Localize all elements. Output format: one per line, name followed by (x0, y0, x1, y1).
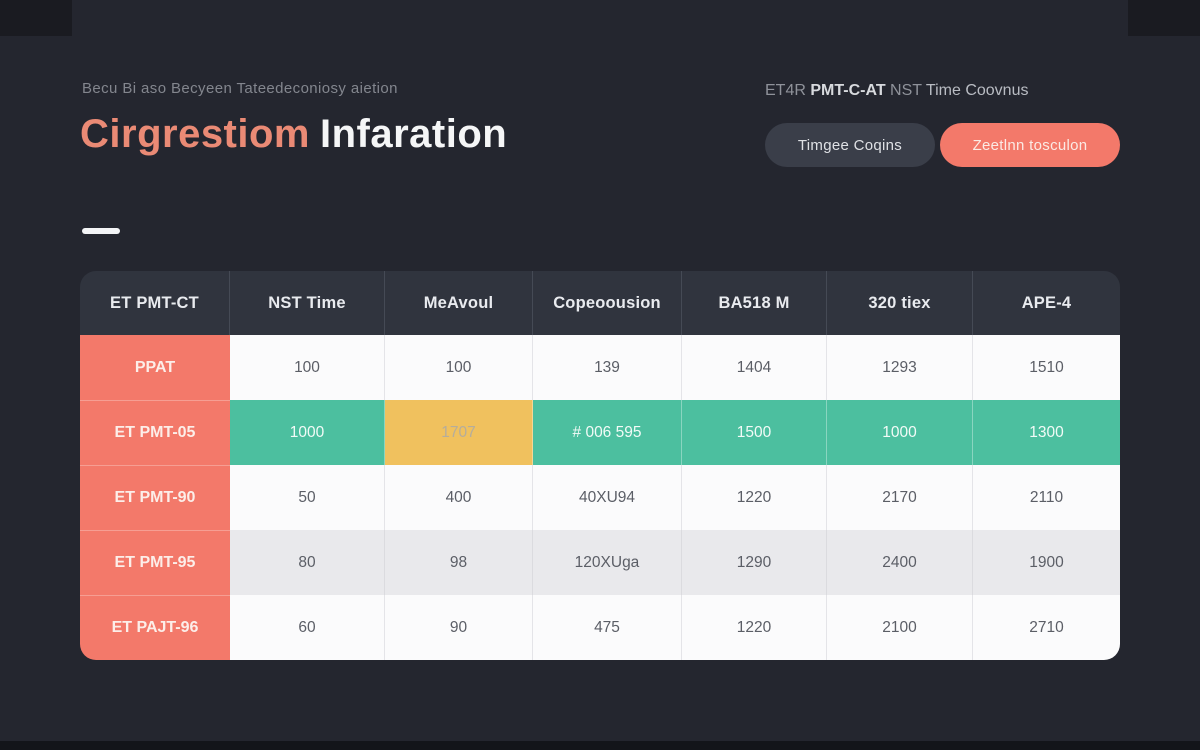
value-cell: 1290 (682, 530, 827, 595)
value-cell: 475 (533, 595, 682, 660)
value-cell: 2110 (973, 465, 1120, 530)
column-header: 320 tiex (827, 271, 973, 335)
corner-shade-left (0, 0, 72, 36)
value-cell: 2710 (973, 595, 1120, 660)
value-cell: 1300 (973, 400, 1120, 465)
value-cell: 1000 (827, 400, 973, 465)
corner-shade-right (1128, 0, 1200, 36)
page-title: Cirgrestiom Infaration (80, 112, 507, 157)
value-cell: 100 (385, 335, 533, 400)
value-cell: 1900 (973, 530, 1120, 595)
header-right-label: ET4R PMT-C-AT NST Time Coovnus (765, 82, 1028, 100)
page-title-rest: Infaration (320, 112, 508, 156)
table-body: PPAT 100 100 139 1404 1293 1510 ET PMT-05 1000 17… (80, 335, 1120, 660)
column-header: ET PMT-CT (80, 271, 230, 335)
value-cell: 50 (230, 465, 385, 530)
value-cell: 60 (230, 595, 385, 660)
column-header: MeAvoul (385, 271, 533, 335)
table-header-row: ET PMT-CT NST Time MeAvoul Copeoousion BA518… (80, 271, 1120, 335)
page-title-accent: Cirgrestiom (80, 112, 310, 156)
primary-button[interactable]: Zeetlnn tosculon (940, 123, 1120, 167)
bottom-strip (0, 741, 1200, 750)
column-header: NST Time (230, 271, 385, 335)
value-cell: 139 (533, 335, 682, 400)
value-cell: 1220 (682, 465, 827, 530)
row-label-cell: ET PMT-05 (80, 400, 230, 465)
value-cell: 80 (230, 530, 385, 595)
value-cell: 400 (385, 465, 533, 530)
table-row[interactable]: PPAT 100 100 139 1404 1293 1510 (80, 335, 1120, 400)
value-cell: # 006 595 (533, 400, 682, 465)
header-right-seg1: ET4R (765, 82, 811, 99)
value-cell: 2100 (827, 595, 973, 660)
value-cell: 1293 (827, 335, 973, 400)
value-cell: 100 (230, 335, 385, 400)
value-cell: 1500 (682, 400, 827, 465)
data-table: ET PMT-CT NST Time MeAvoul Copeoousion BA518… (80, 271, 1120, 660)
value-cell: 90 (385, 595, 533, 660)
value-cell: 1510 (973, 335, 1120, 400)
table-row[interactable]: ET PMT-05 1000 1707 # 006 595 1500 1000 1300 (80, 400, 1120, 465)
value-cell: 2400 (827, 530, 973, 595)
title-underline-dash (82, 228, 120, 234)
page-subtitle: Becu Bi aso Becyeen Tateedeconiosy aieti… (82, 80, 398, 97)
value-cell: 40XU94 (533, 465, 682, 530)
row-label-cell: PPAT (80, 335, 230, 400)
column-header: APE-4 (1021, 293, 1072, 312)
value-cell: 1707 (385, 400, 533, 465)
row-label-cell: ET PMT-90 (80, 465, 230, 530)
table-row[interactable]: ET PMT-95 80 98 120XUga 1290 2400 1900 (80, 530, 1120, 595)
column-header: Copeoousion (533, 271, 682, 335)
header-right-seg3: NST (890, 82, 926, 99)
header-right-seg4: Time Coovnus (925, 82, 1029, 99)
secondary-button[interactable]: Timgee Coqins (765, 123, 935, 167)
header-right-seg2: PMT-C-AT (810, 82, 891, 99)
row-label-cell: ET PMT-95 (80, 530, 230, 595)
value-cell: 1404 (682, 335, 827, 400)
value-cell: 98 (385, 530, 533, 595)
value-cell: 1000 (230, 400, 385, 465)
value-cell: 2170 (827, 465, 973, 530)
table-row[interactable]: ET PMT-90 50 400 40XU94 1220 2170 2110 (80, 465, 1120, 530)
table-row[interactable]: ET PAJT-96 60 90 475 1220 2100 2710 (80, 595, 1120, 660)
row-label-cell: ET PAJT-96 (80, 595, 230, 660)
value-cell: 1220 (682, 595, 827, 660)
value-cell: 120XUga (533, 530, 682, 595)
column-header: BA518 M (682, 271, 827, 335)
